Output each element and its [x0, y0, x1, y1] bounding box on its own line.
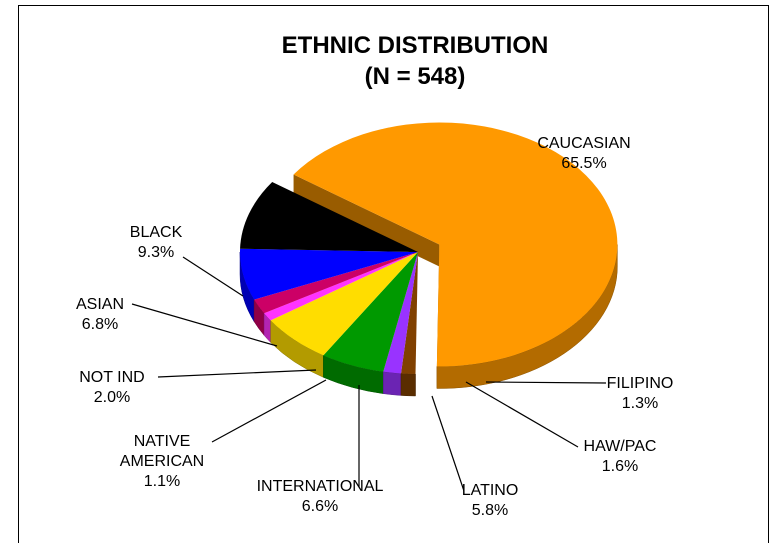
slice-cut-wall-caucasian	[293, 174, 440, 267]
slice-asian	[240, 248, 418, 300]
slice-international	[270, 252, 418, 356]
leader-line-not-ind	[157, 369, 317, 378]
slice-label-filipino: FILIPINO 1.3%	[607, 375, 674, 412]
leader-line-haw-pac	[465, 381, 579, 448]
leader-line-native-american	[211, 379, 327, 443]
slice-label-native-american: NATIVE AMERICAN 1.1%	[120, 433, 204, 490]
slice-haw-pac	[383, 252, 418, 374]
slice-label-latino: LATINO 5.8%	[462, 482, 519, 519]
slice-label-not-ind: NOT IND 2.0%	[79, 369, 144, 406]
leader-line-black	[182, 256, 244, 297]
slice-label-caucasian: CAUCASIAN 65.5%	[537, 135, 630, 172]
slice-caucasian	[293, 122, 618, 367]
slice-latino	[323, 252, 418, 372]
leader-line-filipino	[485, 381, 607, 384]
slice-wall-filipino	[400, 373, 416, 397]
slice-label-black: BLACK 9.3%	[130, 224, 183, 261]
slice-not-ind	[254, 252, 418, 314]
chart-subtitle: (N = 548)	[364, 63, 466, 90]
slice-filipino	[401, 252, 418, 374]
slice-label-haw-pac: HAW/PAC 1.6%	[584, 438, 657, 475]
slice-wall-latino	[323, 354, 384, 394]
slice-label-asian: ASIAN 6.8%	[76, 296, 124, 333]
leader-line-asian	[131, 303, 278, 347]
leader-line-latino	[431, 395, 465, 492]
slice-wall-haw-pac	[383, 371, 402, 396]
chart-title: ETHNIC DISTRIBUTION	[281, 32, 549, 59]
slice-black	[240, 182, 418, 252]
slice-native-american	[264, 252, 418, 321]
slice-label-international: INTERNATIONAL 6.6%	[257, 478, 384, 515]
